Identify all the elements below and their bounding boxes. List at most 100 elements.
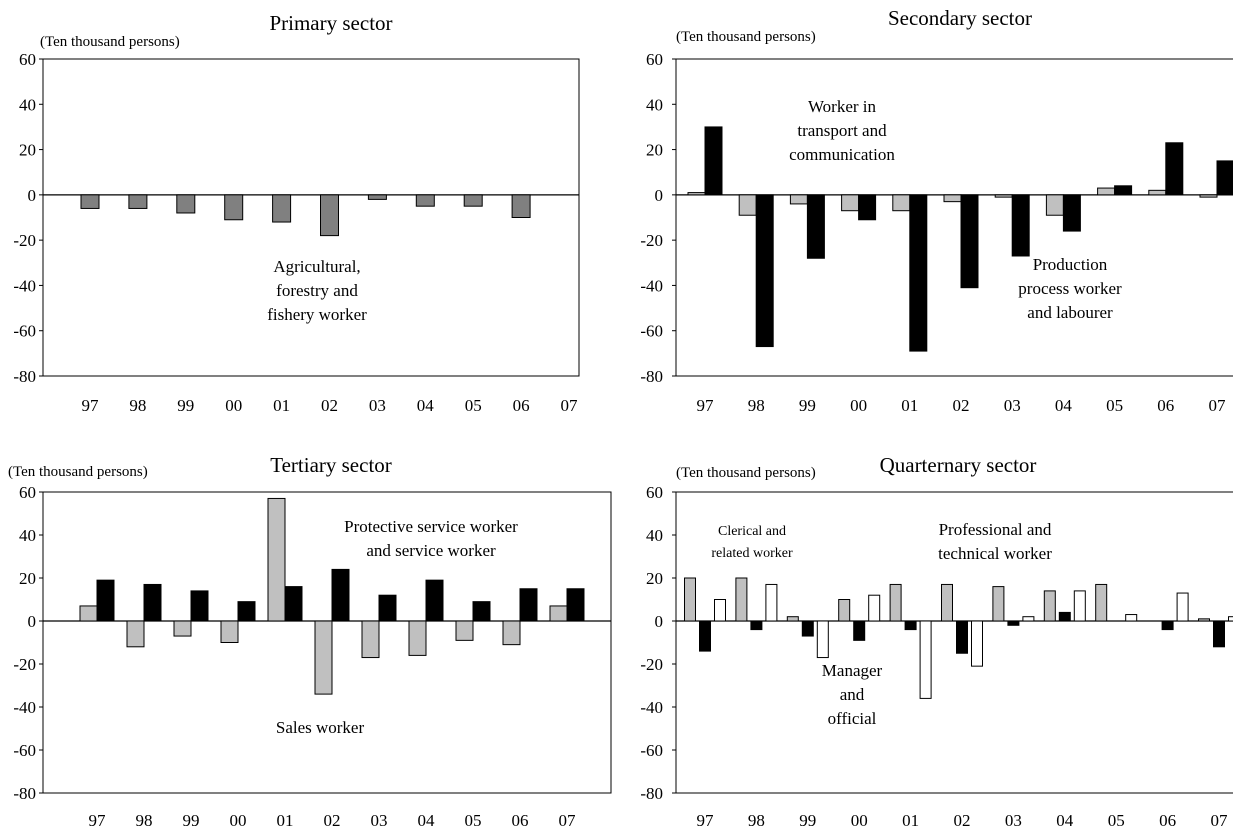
annotation-sales-worker: Sales worker <box>276 718 365 737</box>
bar <box>314 620 333 695</box>
bar <box>789 194 808 205</box>
bar <box>1198 618 1210 622</box>
bar <box>367 194 387 200</box>
bar <box>1228 616 1233 622</box>
x-tick-label: 97 <box>697 396 715 415</box>
bar <box>904 620 917 631</box>
bar <box>919 620 932 699</box>
x-tick-label: 02 <box>953 396 970 415</box>
bar <box>1176 592 1189 622</box>
x-tick-label: 99 <box>183 811 200 830</box>
x-tick-label: 06 <box>1159 811 1176 830</box>
bar <box>858 194 877 221</box>
y-tick-label: -20 <box>640 231 663 250</box>
y-tick-label: 0 <box>28 612 37 631</box>
bar <box>128 194 148 209</box>
x-tick-label: 99 <box>177 396 194 415</box>
bar <box>687 192 706 196</box>
bar <box>704 126 723 196</box>
annotation-manager-line1: Manager <box>822 661 883 680</box>
chart-tertiary-sector: Tertiary sector (Ten thousand persons) 6… <box>8 453 612 830</box>
x-tick-label: 98 <box>129 396 146 415</box>
y-axis-unit-label: (Ten thousand persons) <box>40 34 180 50</box>
x-tick-label: 04 <box>1055 396 1073 415</box>
y-tick-label: 40 <box>19 526 36 545</box>
chart-secondary-sector: Secondary sector (Ten thousand persons) … <box>640 6 1233 415</box>
x-tick-label: 97 <box>697 811 715 830</box>
x-tick-label: 06 <box>513 396 530 415</box>
annotation-agricultural-line3: fishery worker <box>267 305 367 324</box>
annotation-production-line1: Production <box>1033 255 1108 274</box>
annotation-production-line2: process worker <box>1018 279 1122 298</box>
bar <box>1058 611 1071 622</box>
y-tick-label: -40 <box>640 276 663 295</box>
bar <box>566 588 585 622</box>
y-tick-label: 0 <box>655 186 664 205</box>
annotation-transport-line2: transport and <box>797 121 887 140</box>
y-tick-label: -20 <box>640 655 663 674</box>
bar <box>1165 142 1184 196</box>
bar <box>892 194 911 212</box>
bar <box>472 601 491 622</box>
annotation-agricultural-line1: Agricultural, <box>273 257 360 276</box>
axis-ticks: 60 40 20 0 -20 -40 -60 -80 97 98 99 00 01 02 03 04 05 06 0… <box>640 50 1226 415</box>
bar <box>765 583 778 622</box>
bar <box>1125 614 1138 622</box>
bar <box>1161 620 1174 631</box>
x-tick-label: 02 <box>324 811 341 830</box>
bar <box>237 601 256 622</box>
x-tick-label: 03 <box>369 396 386 415</box>
bar <box>684 577 696 622</box>
chart-title: Quarternary sector <box>880 453 1037 477</box>
bar <box>801 620 814 637</box>
bar <box>841 194 860 212</box>
x-tick-label: 00 <box>851 811 868 830</box>
bar <box>173 620 192 637</box>
bar <box>1216 160 1233 196</box>
axis-ticks: 60 40 20 0 -20 -40 -60 -80 97 98 99 00 01 02 03 04 05 06 0… <box>640 483 1228 830</box>
plot-frame <box>42 58 580 377</box>
axis-ticks: 60 40 20 0 -20 -40 -60 -80 97 98 99 00 01 02 03 04 05 06 0… <box>13 50 578 415</box>
x-tick-label: 07 <box>1211 811 1229 830</box>
x-tick-label: 01 <box>277 811 294 830</box>
bar <box>143 583 162 622</box>
x-tick-label: 05 <box>465 396 482 415</box>
x-tick-label: 07 <box>1209 396 1227 415</box>
y-tick-label: -60 <box>13 322 36 341</box>
bars-layer <box>43 497 611 695</box>
y-tick-label: -80 <box>13 367 36 386</box>
bar <box>738 194 757 216</box>
bar <box>549 605 568 622</box>
y-tick-label: 20 <box>646 569 663 588</box>
x-tick-label: 07 <box>559 811 577 830</box>
bar <box>320 194 339 237</box>
bar <box>1062 194 1081 232</box>
annotation-manager-line2: and <box>840 685 865 704</box>
bar <box>79 605 98 622</box>
bar <box>1043 590 1056 622</box>
annotation-manager-line3: official <box>828 709 877 728</box>
bar <box>868 594 881 622</box>
y-tick-label: -80 <box>13 784 36 803</box>
y-tick-label: -20 <box>13 231 36 250</box>
y-tick-label: 20 <box>19 569 36 588</box>
bar <box>909 194 928 352</box>
y-tick-label: 20 <box>19 141 36 160</box>
y-tick-label: -40 <box>13 698 36 717</box>
bar <box>1199 194 1218 198</box>
chart-quarternary-sector: Quarternary sector (Ten thousand persons… <box>640 453 1233 830</box>
x-tick-label: 05 <box>465 811 482 830</box>
bar <box>1007 620 1020 626</box>
bar <box>425 579 444 622</box>
y-axis-unit-label: (Ten thousand persons) <box>676 465 816 481</box>
y-tick-label: -20 <box>13 655 36 674</box>
y-tick-label: -60 <box>13 741 36 760</box>
bar <box>943 194 962 203</box>
x-tick-label: 03 <box>1004 396 1021 415</box>
y-tick-label: 60 <box>646 483 663 502</box>
annotation-clerical-line2: related worker <box>711 546 793 561</box>
annotation-protective-line1: Protective service worker <box>344 517 518 536</box>
y-tick-label: -40 <box>13 276 36 295</box>
bar <box>267 497 286 622</box>
bar <box>816 620 829 659</box>
